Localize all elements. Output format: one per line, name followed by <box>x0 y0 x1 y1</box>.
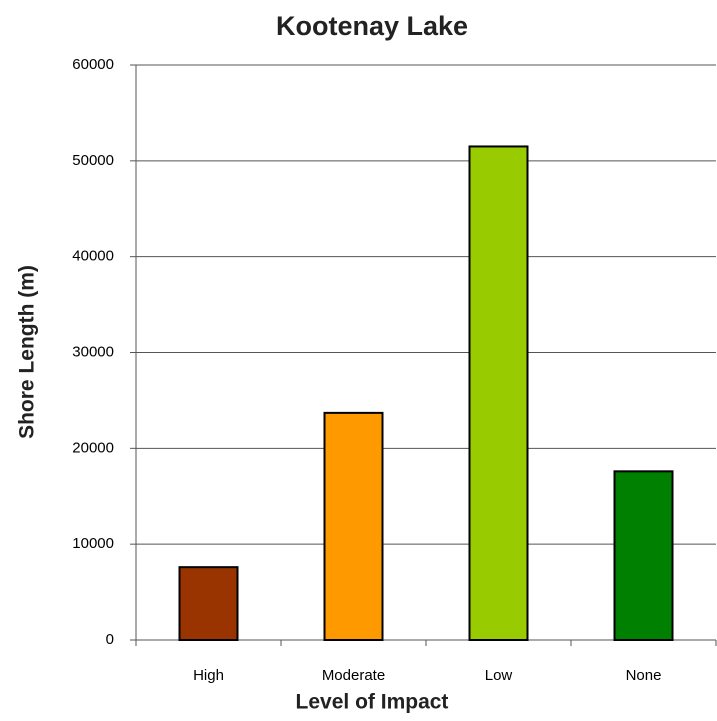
bar <box>468 145 529 641</box>
y-tick-label: 10000 <box>72 535 114 552</box>
x-tick-label: None <box>626 667 662 684</box>
bar <box>613 470 674 642</box>
y-tick-label: 50000 <box>72 152 114 169</box>
x-tick-label: Moderate <box>322 667 385 684</box>
x-tick-label: Low <box>485 667 513 684</box>
bar <box>178 566 239 642</box>
x-axis-title: Level of Impact <box>296 691 449 714</box>
y-tick-label: 0 <box>106 631 114 648</box>
y-tick-label: 40000 <box>72 248 114 265</box>
y-axis-title: Shore Length (m) <box>16 265 39 439</box>
y-tick-label: 60000 <box>72 56 114 73</box>
x-tick-label: High <box>193 667 224 684</box>
y-tick-label: 30000 <box>72 343 114 360</box>
bar <box>323 411 384 641</box>
y-tick-label: 20000 <box>72 439 114 456</box>
chart-title: Kootenay Lake <box>276 11 468 41</box>
